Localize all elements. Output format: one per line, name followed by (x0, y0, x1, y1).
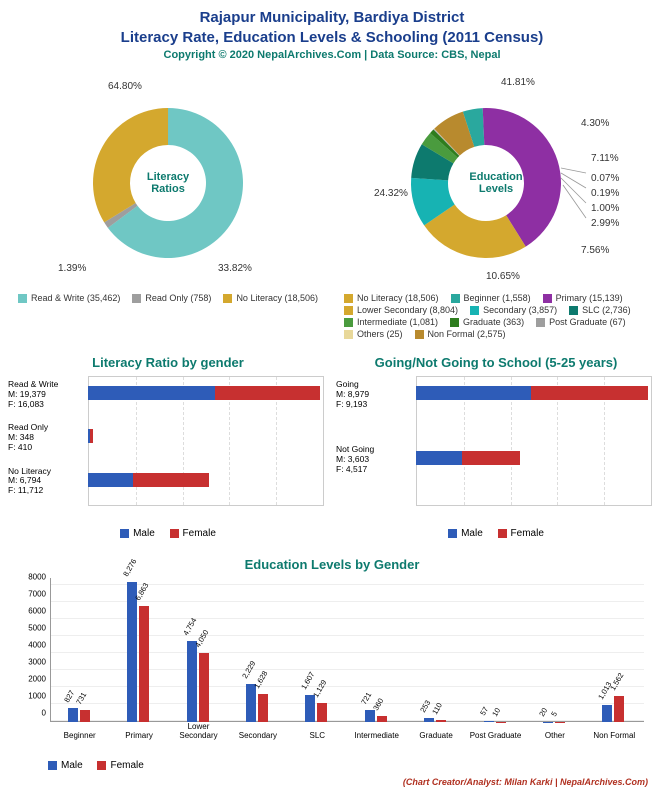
title-block: Rajapur Municipality, Bardiya District L… (8, 8, 656, 61)
pct-label: 0.07% (591, 173, 619, 184)
vbar-xlabel: Intermediate (347, 731, 406, 740)
title-line1: Rajapur Municipality, Bardiya District (8, 8, 656, 28)
bar-female (462, 451, 520, 465)
bar-male (416, 451, 462, 465)
bar-male (88, 386, 215, 400)
pct-label: 4.30% (581, 118, 609, 129)
vbar-female (377, 716, 387, 722)
pct-label: 1.39% (58, 263, 86, 274)
hbar1-chart: Read & WriteM: 19,379F: 16,083 Read OnlyM… (8, 376, 328, 526)
legend-item: Intermediate (1,081) (344, 317, 438, 327)
vbar-female (317, 703, 327, 722)
donut2-center-label: Education Levels (461, 171, 531, 195)
hbar2-chart: GoingM: 8,979F: 9,193 Not GoingM: 3,603F:… (336, 376, 656, 526)
legend-item: Secondary (3,857) (470, 305, 557, 315)
legend-item: Others (25) (344, 329, 403, 339)
pct-label: 10.65% (486, 271, 520, 282)
legend-item: Read & Write (35,462) (18, 293, 120, 303)
vbar-male (365, 710, 375, 722)
credit-line: (Chart Creator/Analyst: Milan Karki | Ne… (8, 777, 656, 787)
literacy-legend: Read & Write (35,462) Read Only (758) No L… (10, 293, 326, 303)
vbar-male (484, 721, 494, 722)
education-donut-panel: Education Levels 41.81% 4.30% 7.11% 0.07% 0.… (336, 73, 656, 339)
literacy-donut-panel: Literacy Ratios 64.80% 1.39% 33.82% Read &… (8, 73, 328, 339)
hbar-label: Read & WriteM: 19,379F: 16,083 (8, 380, 84, 409)
bar-male (416, 386, 531, 400)
vbar-female (436, 720, 446, 722)
vbar-male (187, 641, 197, 722)
vbar-xlabel: Graduate (406, 731, 465, 740)
literacy-donut: Literacy Ratios 64.80% 1.39% 33.82% (28, 73, 308, 293)
legend-item: No Literacy (18,506) (344, 293, 439, 303)
hbar-label: Not GoingM: 3,603F: 4,517 (336, 445, 412, 474)
hbar2-title: Going/Not Going to School (5-25 years) (336, 355, 656, 370)
hbar-label: No LiteracyM: 6,794F: 11,712 (8, 467, 84, 496)
hbar-label: GoingM: 8,979F: 9,193 (336, 380, 412, 409)
vbar-xlabel: Secondary (228, 731, 287, 740)
infographic-root: Rajapur Municipality, Bardiya District L… (0, 0, 664, 795)
schooling-panel: Going/Not Going to School (5-25 years) G… (336, 355, 656, 541)
vbar-male (602, 705, 612, 722)
pct-label: 33.82% (218, 263, 252, 274)
legend-item: Graduate (363) (450, 317, 524, 327)
vbar-xlabel: Beginner (50, 731, 109, 740)
vbar-xlabel: Primary (109, 731, 168, 740)
vbar-xlabel: Lower Secondary (169, 722, 228, 740)
vbar-female (80, 710, 90, 722)
bar-male (88, 473, 133, 487)
vbar-male (68, 708, 78, 722)
education-legend: No Literacy (18,506) Beginner (1,558) Prim… (336, 293, 656, 339)
vbar-female (614, 696, 624, 722)
vbar-male (246, 684, 256, 722)
pct-label: 7.56% (581, 245, 609, 256)
vbar-male (305, 695, 315, 722)
hbar-label: Read OnlyM: 348F: 410 (8, 423, 84, 452)
subtitle: Copyright © 2020 NepalArchives.Com | Dat… (8, 49, 656, 61)
bar-female (531, 386, 648, 400)
hbar-row: Literacy Ratio by gender Read & WriteM: … (8, 355, 656, 541)
vbar-female (199, 653, 209, 722)
pct-label: 7.11% (591, 153, 619, 164)
vbar-xlabel: SLC (288, 731, 347, 740)
pct-label: 41.81% (501, 77, 535, 88)
legend-item: Non Formal (2,575) (415, 329, 506, 339)
title-line2: Literacy Rate, Education Levels & School… (8, 28, 656, 48)
legend-item: Read Only (758) (132, 293, 211, 303)
vbar-male (127, 582, 137, 722)
hbar2-legend: Male Female (336, 528, 656, 541)
pct-label: 2.99% (591, 218, 619, 229)
bar-female (133, 473, 210, 487)
donut1-center-label: Literacy Ratios (133, 171, 203, 195)
hbar1-title: Literacy Ratio by gender (8, 355, 328, 370)
bar-female (90, 429, 93, 443)
pct-label: 64.80% (108, 81, 142, 92)
vbar-xlabel: Non Formal (585, 731, 644, 740)
vbar-male (424, 718, 434, 722)
donut-row: Literacy Ratios 64.80% 1.39% 33.82% Read &… (8, 73, 656, 339)
vbar-xlabel: Post Graduate (466, 731, 525, 740)
literacy-gender-panel: Literacy Ratio by gender Read & WriteM: … (8, 355, 328, 541)
pct-label: 1.00% (591, 203, 619, 214)
vbar-female (258, 694, 268, 722)
legend-item: SLC (2,736) (569, 305, 631, 315)
vbar-legend: Male Female (8, 760, 656, 773)
vbar-chart: 010002000300040005000600070008000827731B… (16, 578, 648, 758)
pct-label: 0.19% (591, 188, 619, 199)
education-donut: Education Levels 41.81% 4.30% 7.11% 0.07% 0.… (356, 73, 636, 293)
donut-slice (93, 108, 168, 222)
legend-item: Beginner (1,558) (451, 293, 531, 303)
hbar1-legend: Male Female (8, 528, 328, 541)
education-gender-panel: Education Levels by Gender 0100020003000… (8, 557, 656, 773)
vbar-xlabel: Other (525, 731, 584, 740)
bar-female (215, 386, 320, 400)
vbar-female (139, 606, 149, 722)
legend-item: Primary (15,139) (543, 293, 623, 303)
pct-label: 24.32% (374, 188, 408, 199)
vbar-title: Education Levels by Gender (8, 557, 656, 572)
legend-item: No Literacy (18,506) (223, 293, 318, 303)
legend-item: Lower Secondary (8,804) (344, 305, 458, 315)
legend-item: Post Graduate (67) (536, 317, 626, 327)
